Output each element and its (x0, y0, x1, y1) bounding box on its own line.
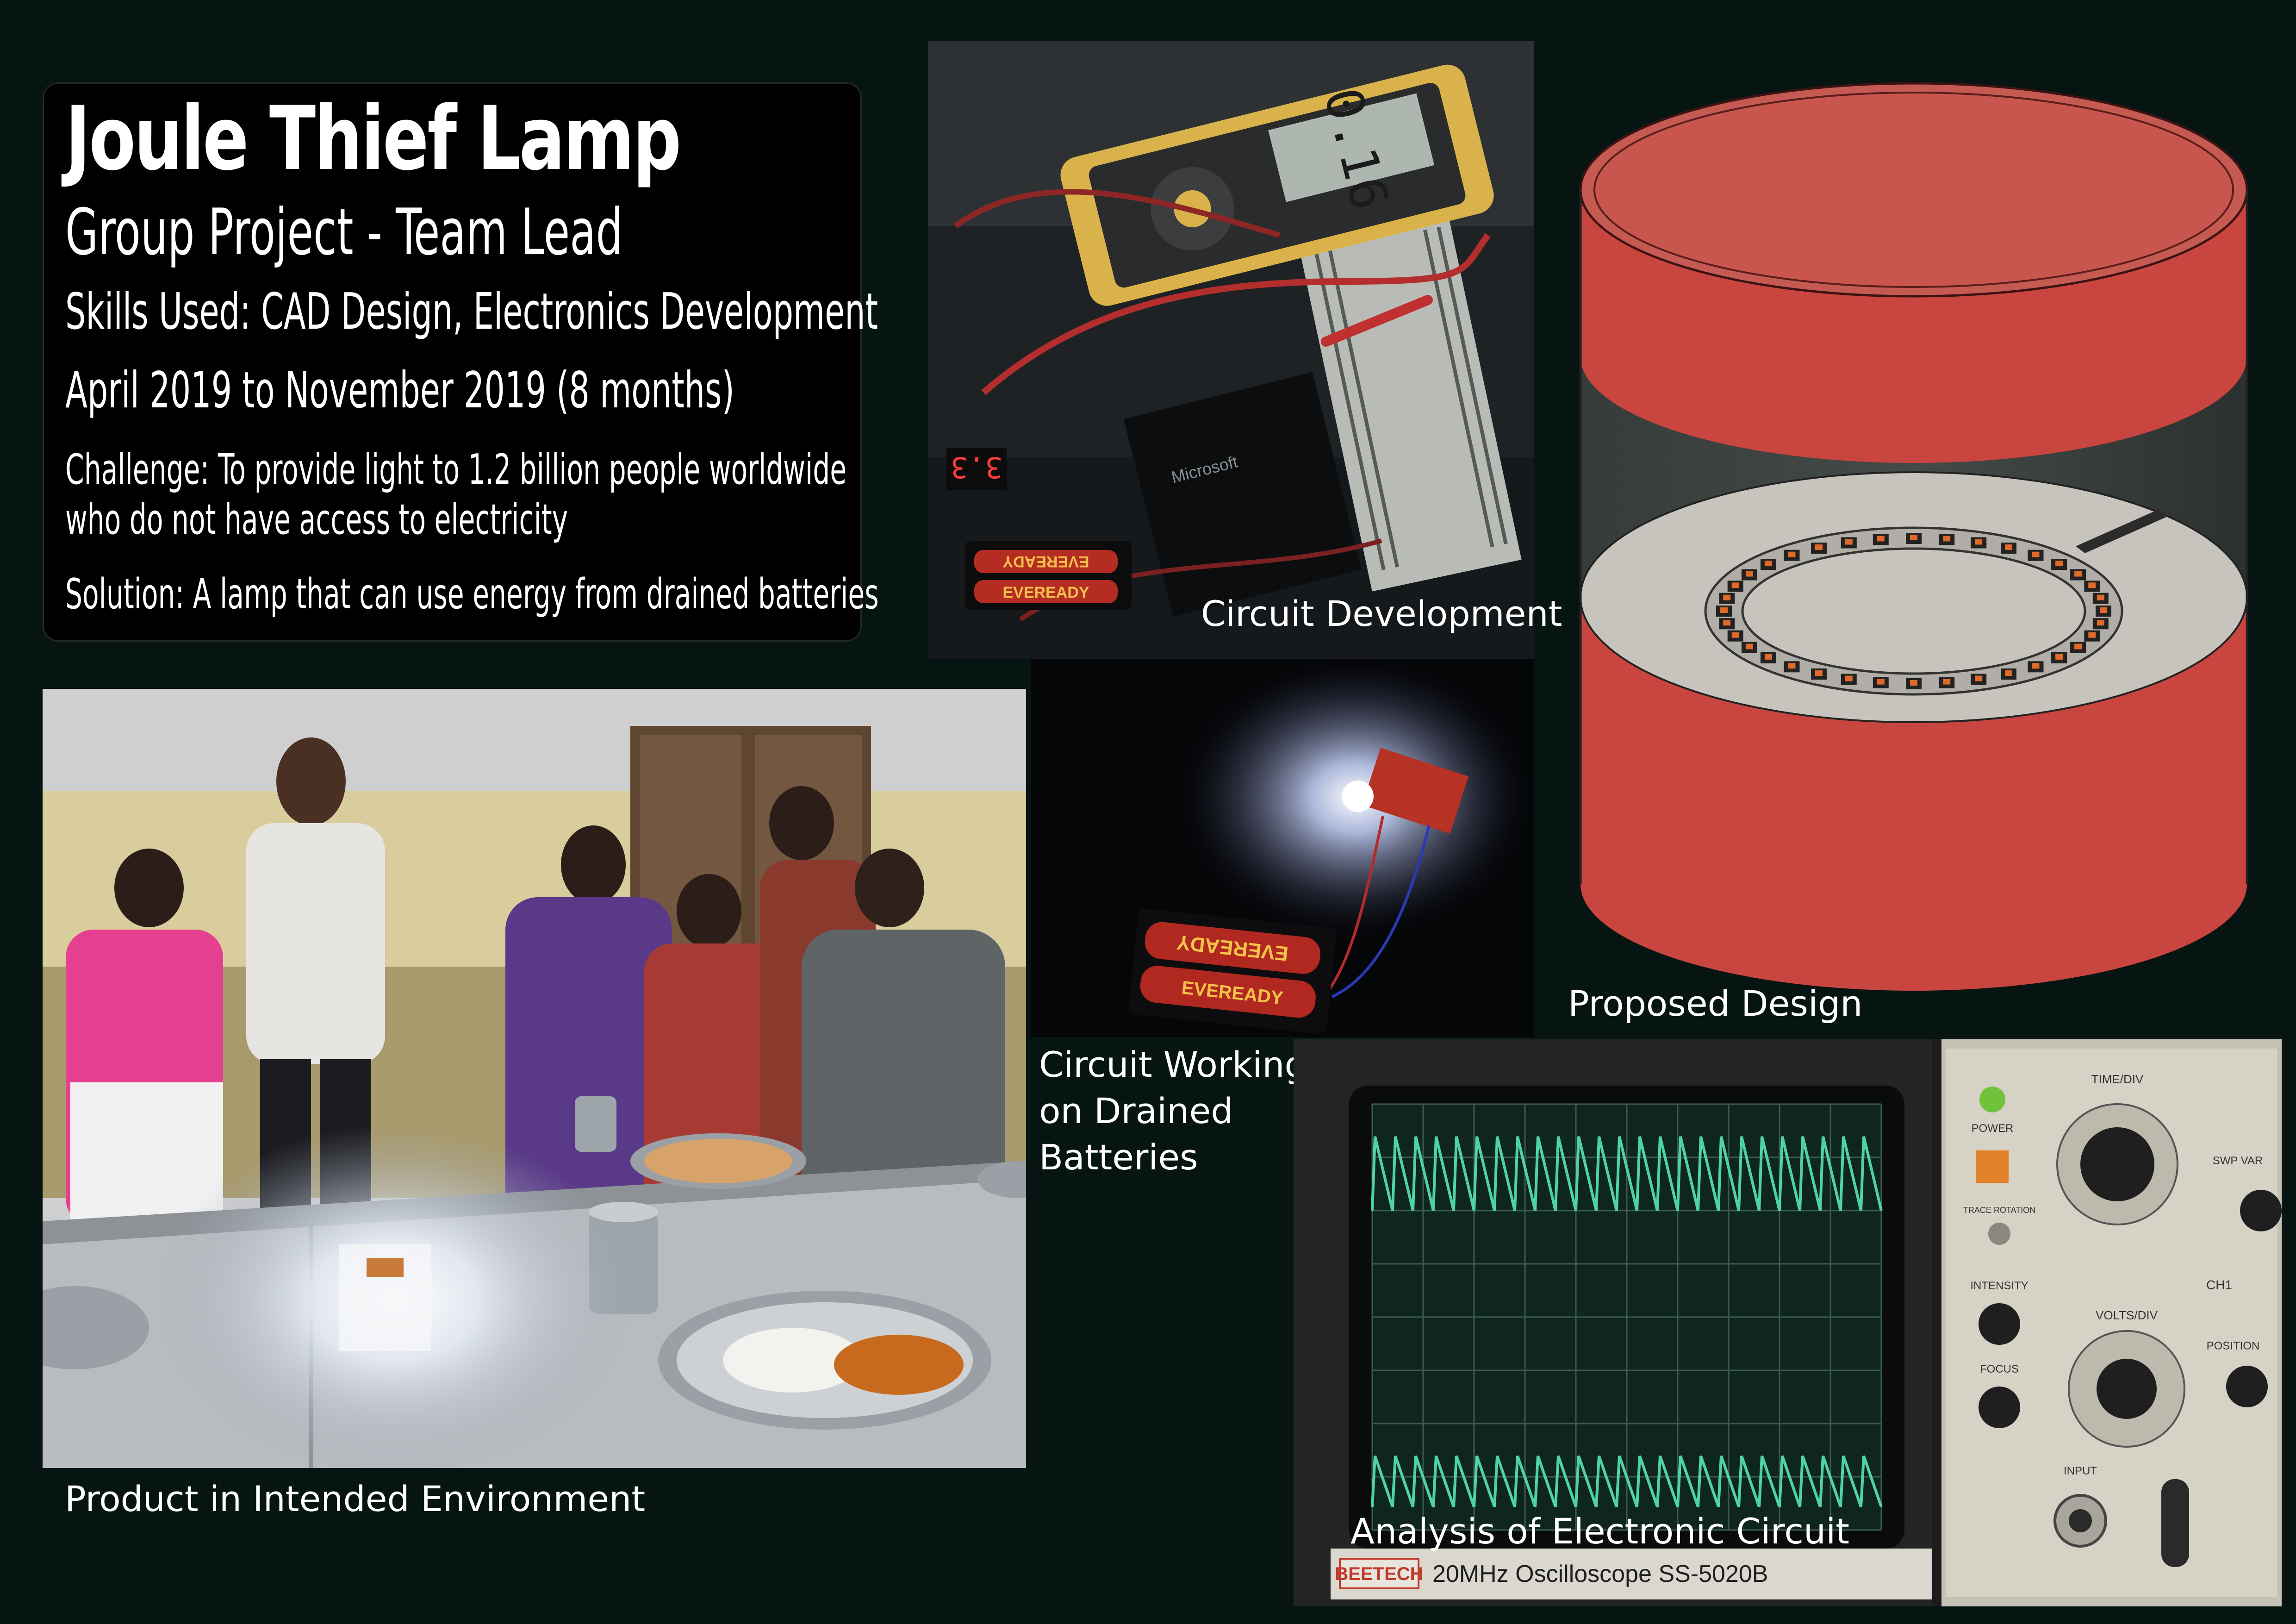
led-core (1764, 561, 1772, 567)
proposed-design-render (1571, 32, 2256, 995)
voltmeter-reading: 3.3 (951, 450, 1002, 484)
led-core (1764, 654, 1772, 660)
led-core (1815, 544, 1823, 550)
intensity-label: INTENSITY (1970, 1280, 2028, 1292)
circuit-development-photo: 0.16 Microsoft 3.3 EVEREADY EVEREADY (928, 41, 1534, 659)
led-core (1731, 582, 1739, 588)
led-core (1723, 594, 1731, 600)
trace-line (1371, 1455, 1883, 1507)
led-core (1975, 539, 1983, 545)
led-core (2032, 663, 2040, 669)
led-ring (1716, 533, 2111, 689)
led-core (1943, 536, 1951, 542)
trace-rotation-label: TRACE ROTATION (1963, 1206, 2035, 1215)
led-core (1877, 679, 1885, 685)
led-core (1877, 536, 1885, 542)
product-environment-photo (43, 689, 1026, 1468)
focus-label: FOCUS (1980, 1363, 2019, 1375)
project-challenge: Challenge: To provide light to 1.2 billi… (65, 445, 847, 544)
led-core (1845, 539, 1853, 545)
scope-grid (1371, 1103, 1882, 1531)
led-core (2088, 582, 2096, 588)
led-core (2074, 571, 2082, 577)
led-core (1731, 632, 1739, 638)
led-core (2032, 551, 2040, 557)
swp-var-label: SWP VAR (2213, 1155, 2263, 1167)
project-info-card: Joule Thief Lamp Group Project - Team Le… (43, 82, 879, 642)
caption-circuit-working-line-1: Circuit Working (1039, 1044, 1307, 1085)
trace-line (1371, 1136, 1883, 1211)
led-core (2055, 561, 2063, 567)
lamp-cad-image (1579, 82, 2248, 991)
led-core (1745, 571, 1753, 577)
led-core (2100, 607, 2107, 613)
project-dates: April 2019 to November 2019 (8 months) (65, 362, 734, 419)
classroom-image (43, 689, 1026, 1468)
scope-model: 20MHz Oscilloscope SS-5020B (1432, 1561, 1768, 1587)
led-core (1745, 643, 1753, 650)
battery-brand-top: EVEREADY (1002, 553, 1089, 570)
battery-brand-bottom: EVEREADY (1002, 584, 1089, 601)
led-core (2097, 594, 2104, 600)
scope-brand: BEETECH (1335, 1564, 1423, 1584)
oscilloscope-photo: BEETECH 20MHz Oscilloscope SS-5020B POWE… (1294, 1039, 2282, 1606)
channel-label: CH1 (2206, 1278, 2232, 1292)
oscilloscope-image: BEETECH 20MHz Oscilloscope SS-5020B POWE… (1294, 1039, 2282, 1606)
led-core (2088, 632, 2096, 638)
led-core (2005, 670, 2012, 676)
led-core (1723, 620, 1731, 626)
caption-proposed-design: Proposed Design (1568, 983, 1863, 1024)
led-core (1845, 675, 1853, 681)
caption-circuit-development: Circuit Development (1201, 593, 1562, 634)
project-subtitle: Group Project - Team Lead (65, 195, 623, 269)
scope-trace (1371, 1136, 1883, 1507)
led-core (1975, 675, 1983, 681)
led-core (2074, 643, 2082, 650)
led-core (1910, 535, 1917, 540)
led-core (1943, 679, 1951, 685)
project-solution: Solution: A lamp that can use energy fro… (65, 570, 879, 618)
led-core (1720, 607, 1728, 613)
caption-circuit-working-line-3: Batteries (1039, 1137, 1198, 1178)
caption-analysis: Analysis of Electronic Circuit (1350, 1511, 1850, 1552)
drained-batteries-image: EVEREADY EVEREADY (1031, 659, 1534, 1037)
skills-used: Skills Used: CAD Design, Electronics Dev… (65, 283, 878, 341)
project-title: Joule Thief Lamp (65, 87, 681, 190)
circuit-working-photo: EVEREADY EVEREADY (1031, 659, 1534, 1037)
volts-div-label: VOLTS/DIV (2096, 1308, 2158, 1322)
input-label: INPUT (2064, 1465, 2097, 1477)
led-core (1788, 551, 1796, 557)
time-div-label: TIME/DIV (2091, 1072, 2144, 1086)
led-core (2055, 654, 2063, 660)
position-label: POSITION (2207, 1340, 2260, 1352)
power-label: POWER (1972, 1122, 2014, 1135)
circuit-development-image: 0.16 Microsoft 3.3 EVEREADY EVEREADY (928, 41, 1534, 659)
led-core (1910, 680, 1917, 686)
led-core (2097, 620, 2104, 626)
led-core (1815, 670, 1823, 676)
led-core (1788, 663, 1796, 669)
led-core (2005, 544, 2012, 550)
caption-circuit-working-line-2: on Drained (1039, 1090, 1233, 1131)
caption-product-environment: Product in Intended Environment (65, 1478, 646, 1519)
